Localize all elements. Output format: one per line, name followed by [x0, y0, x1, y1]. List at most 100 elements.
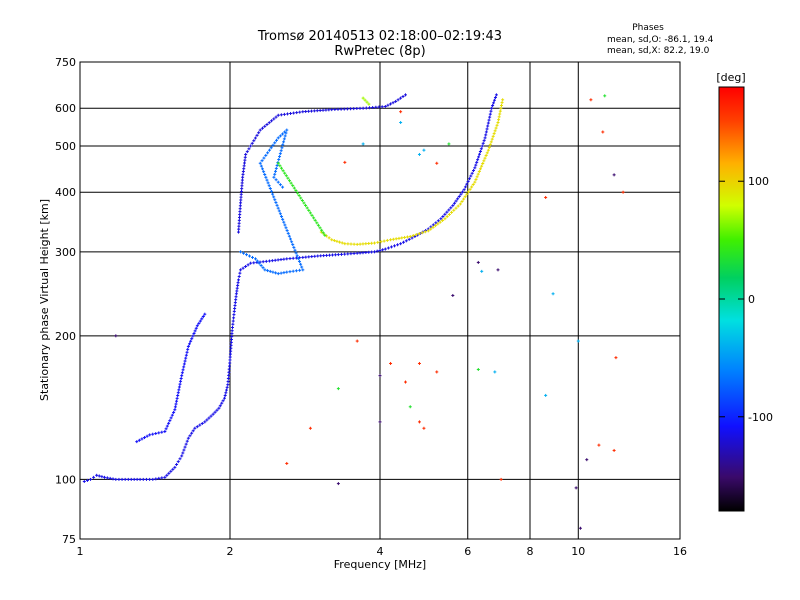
data-point — [474, 163, 478, 167]
data-point — [281, 185, 285, 189]
data-point — [449, 206, 453, 210]
data-point — [173, 408, 177, 412]
data-point — [271, 270, 275, 274]
data-point — [417, 361, 421, 365]
data-point — [319, 254, 323, 258]
data-point — [422, 148, 426, 152]
data-point — [343, 252, 347, 256]
data-point — [386, 103, 390, 107]
data-point — [363, 98, 367, 102]
data-point — [151, 477, 155, 481]
data-point — [499, 477, 503, 481]
data-point — [482, 159, 486, 163]
data-point — [500, 101, 504, 105]
data-point — [255, 259, 259, 263]
data-point — [339, 107, 343, 111]
data-point — [238, 204, 242, 208]
data-point — [281, 217, 285, 221]
data-point — [293, 248, 297, 252]
data-point — [304, 255, 308, 259]
data-point — [262, 156, 266, 160]
data-point — [491, 134, 495, 138]
y-tick-label: 750 — [55, 56, 76, 69]
data-point — [241, 266, 245, 270]
data-point — [282, 271, 286, 275]
data-point — [181, 368, 185, 372]
data-point — [258, 128, 262, 132]
data-point — [193, 426, 197, 430]
data-point — [92, 475, 96, 479]
data-point — [220, 401, 224, 405]
data-point — [237, 227, 241, 231]
data-point — [274, 166, 278, 170]
data-point — [475, 160, 479, 164]
data-point — [282, 257, 286, 261]
data-point — [273, 258, 277, 262]
data-point — [268, 187, 272, 191]
data-point — [396, 243, 400, 247]
data-point — [175, 396, 179, 400]
data-point — [413, 235, 417, 239]
data-point — [470, 171, 474, 175]
data-point — [176, 391, 180, 395]
data-point — [266, 151, 270, 155]
data-point — [207, 416, 211, 420]
data-point — [340, 241, 344, 245]
data-point — [299, 262, 303, 266]
data-point — [445, 215, 449, 219]
data-point — [496, 268, 500, 272]
data-point — [289, 181, 293, 185]
data-point — [177, 385, 181, 389]
data-point — [267, 259, 271, 263]
data-point — [238, 210, 242, 214]
colorbar-tick-label: -100 — [748, 411, 773, 424]
data-point — [447, 208, 451, 212]
stats-line-x: mean, sd,X: 82.2, 19.0 — [607, 46, 710, 56]
data-point — [195, 324, 199, 328]
data-point — [403, 93, 407, 97]
data-point — [278, 212, 282, 216]
data-point — [175, 462, 179, 466]
data-point — [451, 293, 455, 297]
data-point — [232, 309, 236, 313]
data-point — [294, 256, 298, 260]
data-point — [243, 155, 247, 159]
data-point — [296, 257, 300, 261]
data-point — [315, 221, 319, 225]
data-point — [111, 477, 115, 481]
data-point — [585, 458, 589, 462]
data-point — [241, 172, 245, 176]
data-point — [375, 249, 379, 253]
data-point — [288, 257, 292, 261]
data-point — [433, 224, 437, 228]
data-point — [165, 424, 169, 428]
data-point — [482, 139, 486, 143]
data-point — [480, 164, 484, 168]
data-point — [308, 211, 312, 215]
data-point — [278, 134, 282, 138]
data-point — [266, 269, 270, 273]
data-point — [295, 254, 299, 258]
data-point — [114, 477, 118, 481]
data-point — [454, 199, 458, 203]
data-point — [411, 234, 415, 238]
data-point — [323, 233, 327, 237]
data-point — [179, 377, 183, 381]
data-point — [190, 337, 194, 341]
data-point — [272, 175, 276, 179]
data-point — [278, 183, 282, 187]
data-point — [380, 105, 384, 109]
y-tick-label: 500 — [55, 140, 76, 153]
data-point — [612, 173, 616, 177]
data-point — [294, 269, 298, 273]
data-point — [227, 373, 231, 377]
y-tick-label: 600 — [55, 102, 76, 115]
data-point — [378, 420, 382, 424]
data-point — [439, 217, 443, 221]
data-point — [297, 259, 301, 263]
data-point — [224, 391, 228, 395]
data-point — [404, 239, 408, 243]
data-point — [288, 179, 292, 183]
data-point — [257, 261, 261, 265]
